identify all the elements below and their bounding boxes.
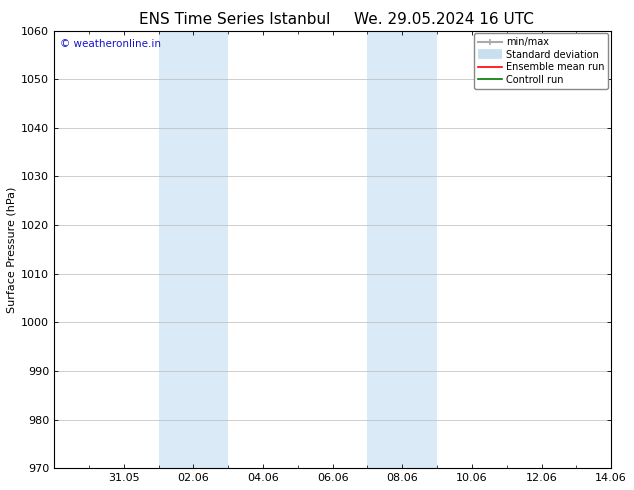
Bar (158, 30, 228, 468)
Text: © weatheronline.in: © weatheronline.in (60, 39, 160, 49)
Text: We. 29.05.2024 16 UTC: We. 29.05.2024 16 UTC (354, 12, 534, 27)
Bar (368, 30, 437, 468)
Legend: min/max, Standard deviation, Ensemble mean run, Controll run: min/max, Standard deviation, Ensemble me… (474, 33, 608, 89)
Y-axis label: Surface Pressure (hPa): Surface Pressure (hPa) (7, 186, 17, 313)
Text: ENS Time Series Istanbul: ENS Time Series Istanbul (139, 12, 330, 27)
